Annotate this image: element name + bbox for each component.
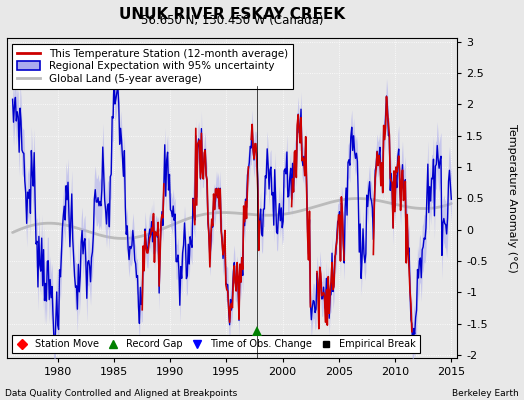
Text: 56.650 N, 130.450 W (Canada): 56.650 N, 130.450 W (Canada): [141, 14, 323, 27]
Text: Berkeley Earth: Berkeley Earth: [452, 389, 519, 398]
Title: UNUK RIVER ESKAY CREEK: UNUK RIVER ESKAY CREEK: [119, 7, 345, 22]
Text: Data Quality Controlled and Aligned at Breakpoints: Data Quality Controlled and Aligned at B…: [5, 389, 237, 398]
Legend: Station Move, Record Gap, Time of Obs. Change, Empirical Break: Station Move, Record Gap, Time of Obs. C…: [12, 335, 420, 353]
Y-axis label: Temperature Anomaly (°C): Temperature Anomaly (°C): [507, 124, 517, 272]
